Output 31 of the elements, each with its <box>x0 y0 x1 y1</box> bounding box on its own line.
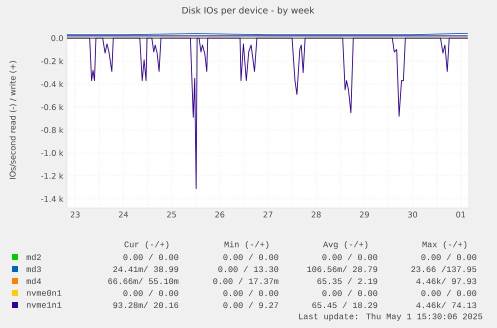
text: 0.00 / 0.00 <box>322 254 378 260</box>
text: 0.00 / 0.00 <box>322 290 378 296</box>
text: 4.46k/ 97.93 <box>416 278 476 284</box>
legend-label: md2 <box>26 254 41 260</box>
text: 66.66m/ 55.10m <box>108 278 178 284</box>
text: 0.00 / 0.00 <box>421 290 476 296</box>
legend-label: nvme0n1 <box>26 290 62 296</box>
text: 106.56m/ 28.79 <box>307 266 378 272</box>
text: 65.45 / 18.29 <box>312 302 378 308</box>
chart-title: Disk IOs per device - by week <box>182 6 314 16</box>
text: 0.00 / 0.00 <box>123 290 178 296</box>
text: 0.00 / 0.00 <box>421 254 476 260</box>
text: 0.00 / 0.00 <box>123 254 178 260</box>
text: 24.41m/ 38.99 <box>113 266 178 272</box>
text: 0.00 / 17.37m <box>213 278 278 284</box>
text: Avg (-/+) <box>323 241 368 249</box>
text: 0.00 / 0.00 <box>223 290 278 296</box>
text: 0.00 / 13.30 <box>218 266 278 272</box>
text: 0.00 / 9.27 <box>223 302 278 308</box>
text: 93.28m/ 20.16 <box>113 302 178 308</box>
text: 4.46k/ 74.13 <box>416 302 476 308</box>
text: Min (-/+) <box>224 241 268 249</box>
text: Cur (-/+) <box>124 241 168 249</box>
legend-label: nvme1n1 <box>26 302 62 308</box>
text: 65.35 / 2.19 <box>317 278 378 284</box>
text: 0.00 / 0.00 <box>223 254 278 260</box>
legend-label: md4 <box>26 278 42 284</box>
legend-label: md3 <box>26 266 41 272</box>
text: Last update: Thu May 1 15:30:06 2025 <box>299 313 482 321</box>
text: 23.66 /137.95 <box>411 266 476 272</box>
text: Max (-/+) <box>422 241 466 249</box>
